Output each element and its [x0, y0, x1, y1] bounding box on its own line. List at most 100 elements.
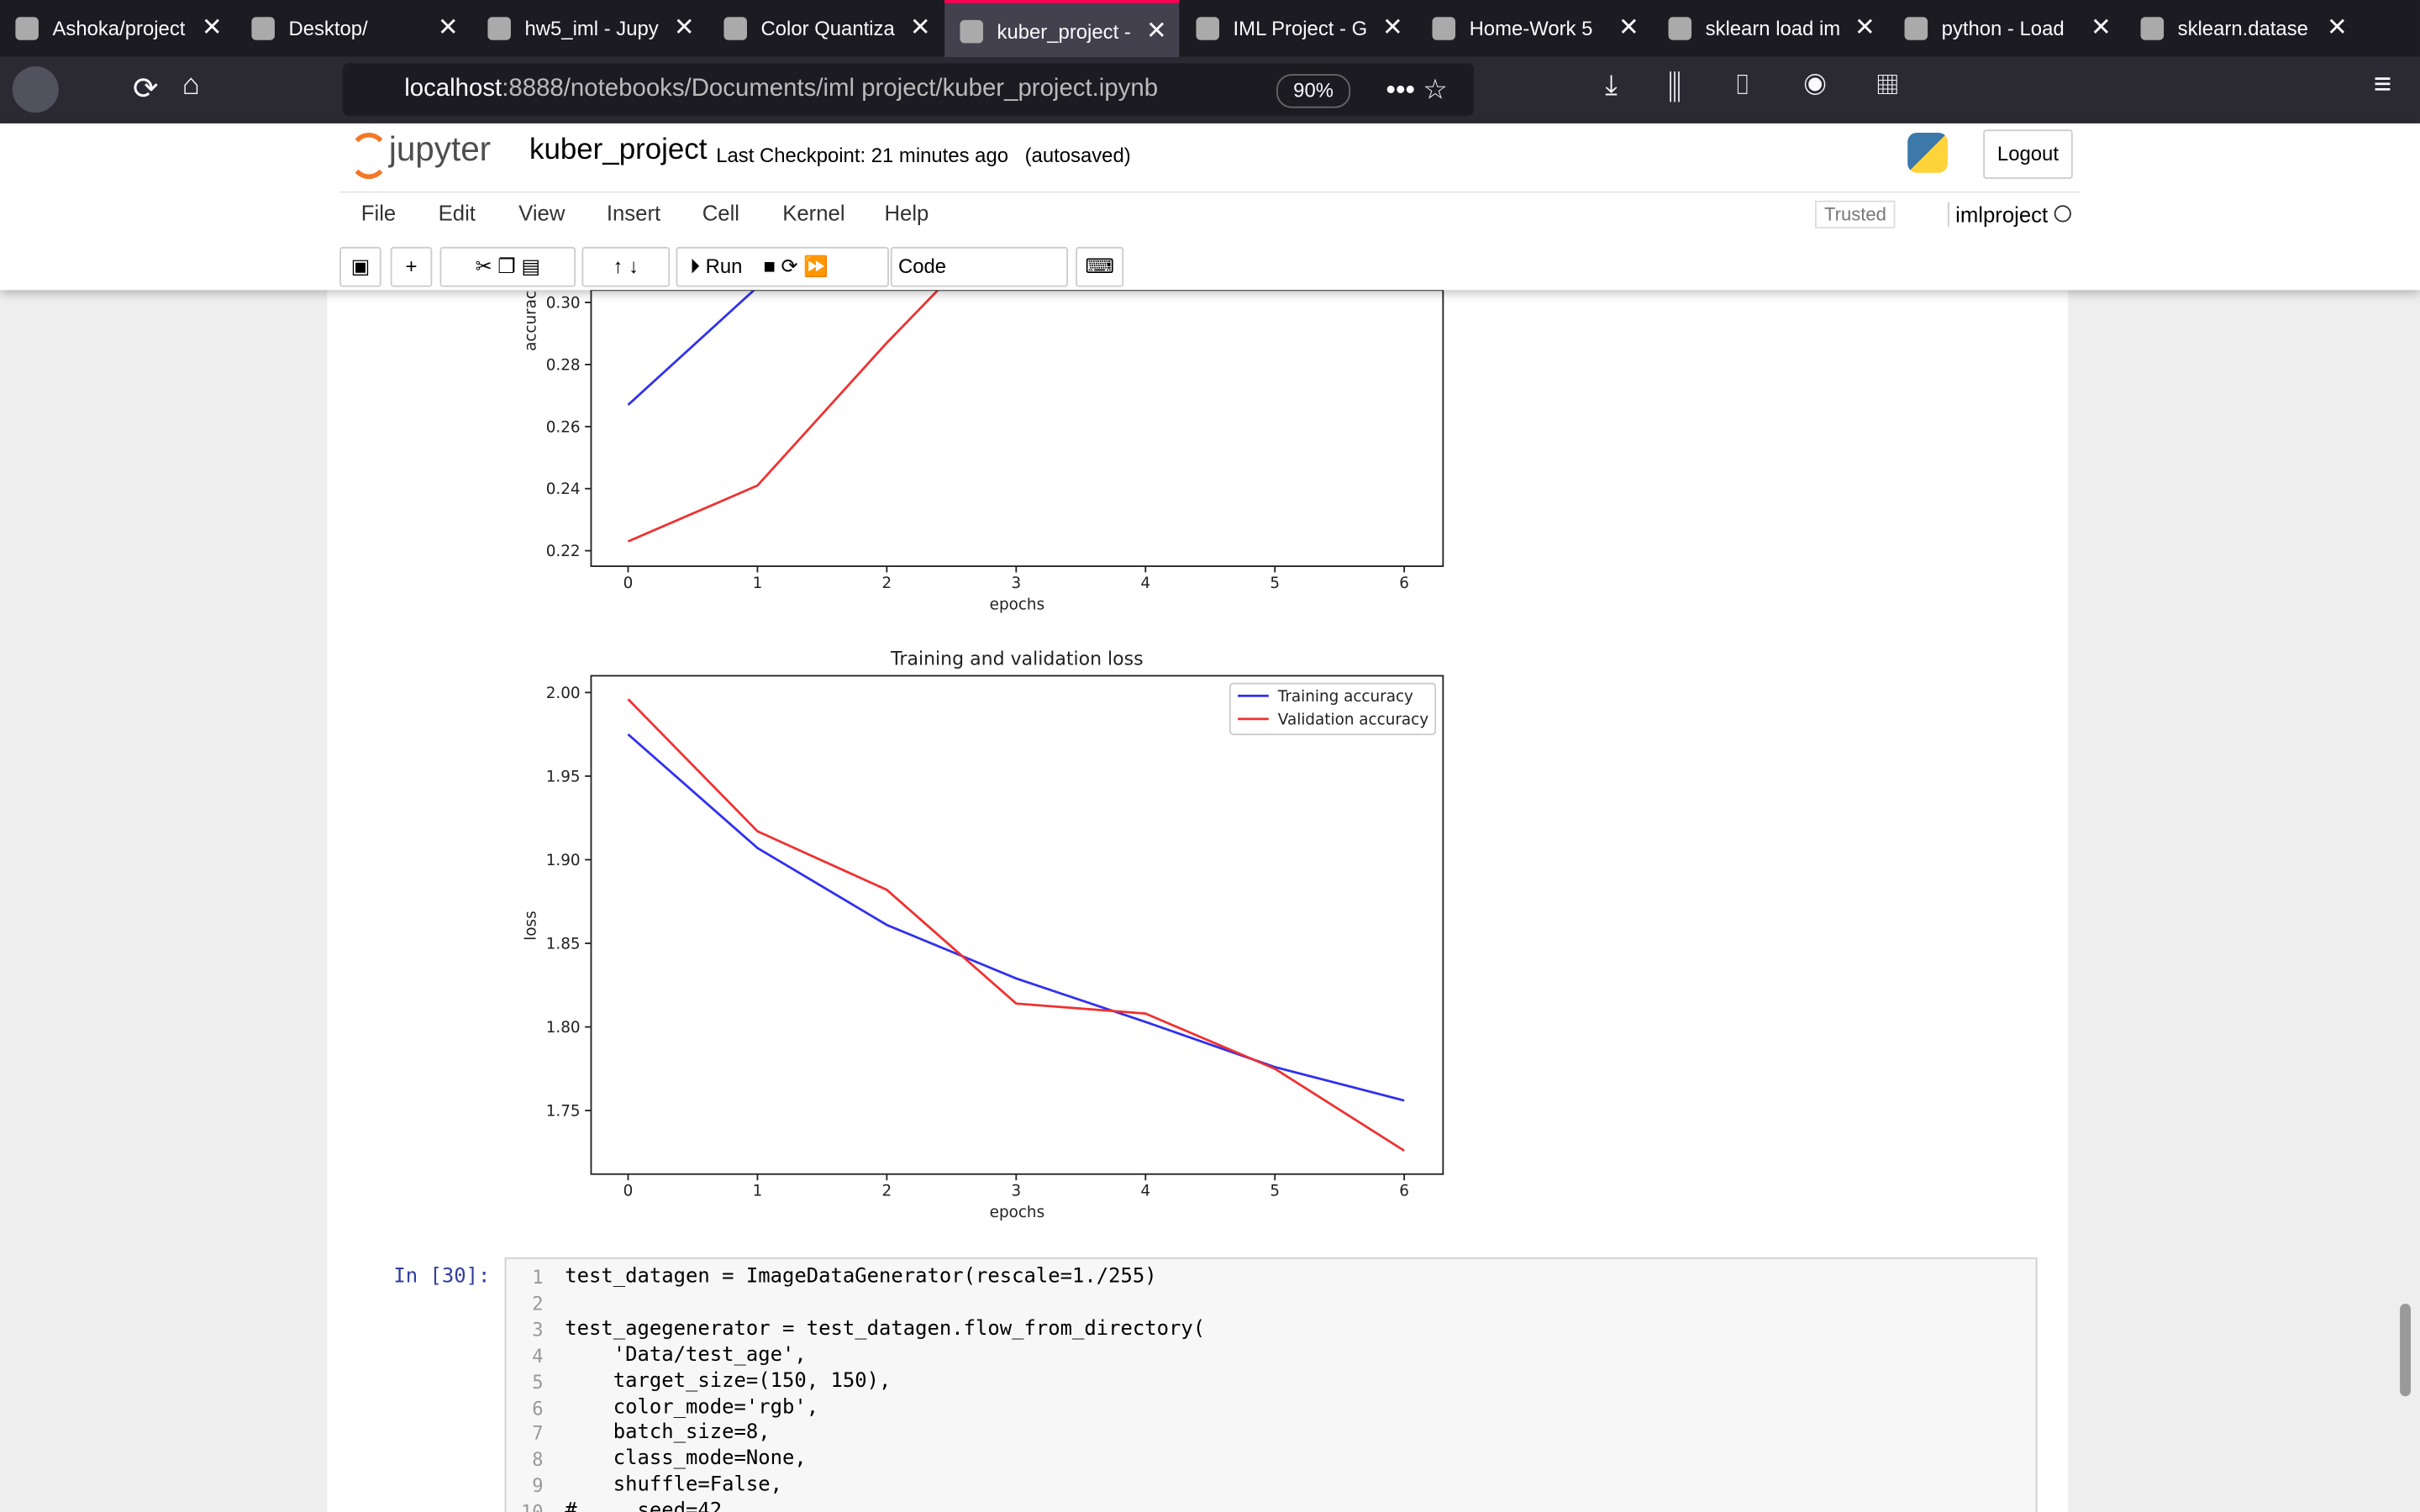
tab-close[interactable]: ✕: [1854, 15, 1876, 42]
series-line: [627, 733, 1405, 1102]
tab-icon: [251, 17, 275, 40]
series-line: [627, 290, 940, 543]
tab-close[interactable]: ✕: [2327, 15, 2348, 42]
x-tick-label: 4: [1140, 575, 1150, 592]
x-tick-label: 0: [623, 1182, 634, 1200]
keyboard-button[interactable]: ⌨: [1076, 246, 1124, 287]
save-button[interactable]: ▣: [339, 246, 381, 287]
notebook-name[interactable]: kuber_project: [529, 134, 708, 167]
x-tick-label: 1: [753, 575, 763, 592]
menu-item[interactable]: Kernel: [782, 200, 845, 226]
page-actions[interactable]: ••• ☆: [1386, 74, 1448, 105]
cell-type-select[interactable]: Code: [890, 246, 1069, 287]
url-host: localhost: [404, 75, 502, 102]
tab[interactable]: kuber_project - ✕: [944, 0, 1180, 60]
tab-close[interactable]: ✕: [1618, 15, 1639, 42]
tab-icon: [1904, 17, 1928, 40]
cell-prompt: In [30]:: [393, 1265, 491, 1289]
chart: 1.75 1.80 1.85 1.90 1.95 2.00 0 1 2 3 4 5 6 epochs los…: [522, 649, 1444, 1221]
line-number: 6: [532, 1397, 544, 1419]
kernel-name: imlproject: [1947, 202, 2048, 227]
line-number: 10: [506, 1501, 544, 1512]
line-number: 5: [532, 1371, 544, 1393]
move-buttons[interactable]: ↑ ↓: [581, 246, 671, 287]
logout-button[interactable]: Logout: [1983, 129, 2073, 180]
y-tick-label: 0.30: [546, 295, 581, 312]
menu-button[interactable]: ≡: [2373, 67, 2392, 102]
tab-title: IML Project - G: [1233, 17, 1368, 40]
menu-item[interactable]: Edit: [438, 200, 476, 226]
zoom-level[interactable]: 90%: [1276, 74, 1351, 108]
y-axis-label: accuracy: [522, 281, 539, 351]
y-tick-label: 0.28: [546, 356, 581, 374]
tab[interactable]: Home-Work 5 ✕: [1417, 0, 1651, 57]
tab-close[interactable]: ✕: [201, 15, 223, 42]
x-tick-label: 2: [882, 575, 892, 592]
x-tick-label: 2: [882, 1182, 892, 1200]
code-cell[interactable]: 1 test_datagen = ImageDataGenerator(resca…: [504, 1257, 2038, 1512]
x-axis-label: epochs: [990, 596, 1044, 614]
tab-close[interactable]: ✕: [437, 15, 459, 42]
tab[interactable]: Desktop/ ✕: [236, 0, 471, 57]
python-logo: [1907, 132, 1948, 173]
tab-close[interactable]: ✕: [1381, 15, 1403, 42]
url-path: :8888/notebooks/Documents/iml project/ku…: [502, 75, 1159, 102]
clipboard-buttons[interactable]: ✂ ❐ ▤: [439, 246, 576, 287]
insert-button[interactable]: +: [390, 246, 433, 287]
menu-item[interactable]: Cell: [702, 200, 740, 226]
checkpoint: Last Checkpoint: 21 minutes ago: [716, 143, 1009, 167]
tab-close[interactable]: ✕: [1145, 18, 1167, 45]
menu-item[interactable]: File: [360, 200, 397, 226]
chart: 0.22 0.24 0.26 0.28 0.30 0 1 2 3 4 5 6 epochs accurac…: [522, 281, 1444, 614]
code-line: shuffle=False,: [565, 1473, 783, 1497]
tab[interactable]: Color Quantiza ✕: [708, 0, 943, 57]
toolbar-icons[interactable]: ⤓ ⫼ ▯ ◉ ▦: [1605, 69, 1920, 101]
line-number: 9: [532, 1475, 544, 1497]
tab-icon: [723, 17, 747, 40]
tab-icon: [2140, 17, 2165, 40]
x-tick-label: 5: [1270, 575, 1280, 592]
tab-close[interactable]: ✕: [673, 15, 695, 42]
run-group[interactable]: ⏵ Run ■ ⟳ ⏩: [676, 246, 889, 287]
legend-label: Validation accuracy: [1278, 711, 1428, 728]
tab[interactable]: sklearn load im ✕: [1653, 0, 1887, 57]
home-button[interactable]: ⌂: [182, 69, 200, 102]
tab[interactable]: sklearn.datase ✕: [2125, 0, 2360, 57]
series-line: [627, 290, 756, 407]
run-button[interactable]: Run: [705, 255, 743, 278]
y-tick-label: 1.90: [546, 852, 581, 869]
menu-item[interactable]: View: [518, 200, 566, 226]
tab[interactable]: IML Project - G ✕: [1181, 0, 1415, 57]
back-button[interactable]: [12, 66, 59, 113]
autosave: (autosaved): [1024, 143, 1131, 167]
tab[interactable]: Ashoka/project ✕: [0, 0, 234, 57]
menu-item[interactable]: Insert: [606, 200, 661, 226]
x-tick-label: 0: [623, 575, 634, 592]
tab-close[interactable]: ✕: [909, 15, 931, 42]
tab-icon: [960, 19, 983, 44]
jupyter-logo[interactable]: jupyter: [388, 129, 492, 169]
code-line: # seed=42: [565, 1499, 723, 1512]
x-tick-label: 1: [753, 1182, 763, 1200]
kernel-status: [2054, 205, 2071, 223]
y-tick-label: 1.75: [546, 1103, 581, 1121]
tab[interactable]: python - Load ✕: [1889, 0, 2123, 57]
legend-label: Training accuracy: [1277, 688, 1413, 706]
url-bar[interactable]: localhost:8888/notebooks/Documents/iml p…: [342, 63, 1475, 116]
code-line: test_agegenerator = test_datagen.flow_fr…: [565, 1317, 1206, 1341]
y-tick-label: 1.80: [546, 1019, 581, 1037]
tab-close[interactable]: ✕: [2091, 15, 2112, 42]
scrollbar[interactable]: [2400, 1304, 2411, 1397]
tab[interactable]: hw5_iml - Jupy ✕: [472, 0, 707, 57]
x-tick-label: 3: [1011, 575, 1021, 592]
tab-bar: Ashoka/project ✕ Desktop/✕ hw5_iml - Jupy ✕ C…: [0, 0, 2420, 60]
line-number: 8: [532, 1449, 544, 1471]
x-tick-label: 6: [1399, 575, 1409, 592]
menu-item[interactable]: Help: [884, 200, 929, 226]
reload-button[interactable]: ⟳: [132, 72, 159, 107]
line-number: 2: [532, 1292, 544, 1315]
y-axis-label: loss: [522, 911, 539, 940]
